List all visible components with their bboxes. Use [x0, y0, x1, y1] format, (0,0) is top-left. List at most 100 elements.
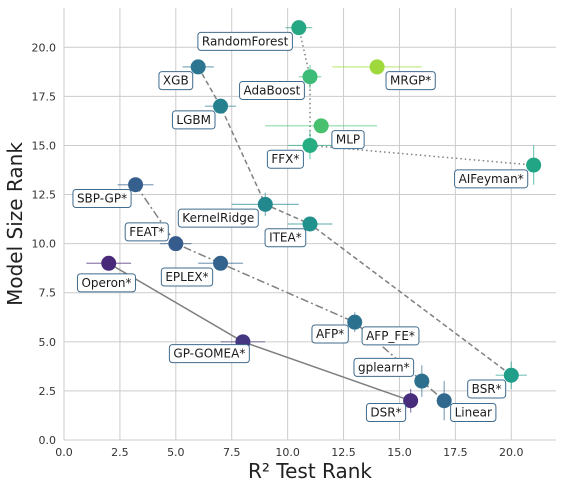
data-point — [213, 98, 229, 114]
point-label-text: SBP-GP* — [77, 191, 127, 205]
point-label-box — [311, 324, 349, 344]
data-point — [313, 118, 329, 134]
y-tick-label: 7.5 — [39, 287, 57, 300]
point-label-box — [331, 130, 365, 150]
data-point — [302, 137, 318, 153]
point-label-box — [76, 273, 137, 293]
point-label-box — [160, 267, 214, 287]
x-tick-label: 2.5 — [111, 446, 129, 459]
x-tick-label: 20.0 — [499, 446, 524, 459]
point-label-box — [239, 80, 305, 100]
point-label: DSR* — [365, 403, 407, 423]
data-point — [128, 177, 144, 193]
point-label-box — [197, 31, 293, 51]
point-label-text: gplearn* — [358, 360, 410, 374]
data-point — [302, 69, 318, 85]
y-tick-label: 0.0 — [39, 434, 57, 447]
data-point — [190, 59, 206, 75]
x-tick-label: 10.0 — [275, 446, 300, 459]
point-label: Linear — [450, 403, 497, 423]
point-label-text: GP-GOMEA* — [173, 347, 245, 361]
point-label-box — [124, 222, 169, 242]
data-point — [369, 59, 385, 75]
data-point — [213, 255, 229, 271]
point-label-box — [266, 149, 304, 169]
point-label-box — [454, 169, 529, 189]
point-label: FEAT* — [124, 222, 169, 242]
point-label-text: AFP* — [316, 327, 344, 341]
point-label: AFP_FE* — [361, 326, 420, 346]
y-tick-label: 15.0 — [32, 139, 57, 152]
point-label-box — [72, 188, 132, 208]
point-label-box — [353, 357, 415, 377]
y-tick-label: 12.5 — [32, 189, 57, 202]
data-point — [403, 393, 419, 409]
point-label: GP-GOMEA* — [168, 344, 250, 364]
y-tick-label: 20.0 — [32, 41, 57, 54]
point-label: SBP-GP* — [72, 188, 132, 208]
point-label: ITEA* — [264, 228, 307, 248]
data-point — [168, 236, 184, 252]
point-label: AdaBoost — [239, 80, 305, 100]
data-point — [257, 196, 273, 212]
point-label-box — [385, 71, 436, 91]
point-label-box — [264, 228, 307, 248]
point-label: AIFeyman* — [454, 169, 529, 189]
data-point — [101, 255, 117, 271]
data-point — [436, 393, 452, 409]
point-label-box — [171, 110, 216, 130]
data-point — [291, 20, 307, 36]
data-point — [302, 216, 318, 232]
x-tick-label: 0.0 — [55, 446, 73, 459]
y-tick-label: 17.5 — [32, 90, 57, 103]
y-tick-label: 5.0 — [39, 336, 57, 349]
point-label-box — [467, 379, 507, 399]
point-label-text: ITEA* — [269, 231, 302, 245]
data-point — [503, 367, 519, 383]
point-label: gplearn* — [353, 357, 415, 377]
point-label: KernelRidge — [177, 208, 259, 228]
point-label-text: KernelRidge — [182, 211, 254, 225]
point-label-text: XGB — [163, 74, 189, 88]
point-label-box — [177, 208, 259, 228]
point-label-box — [365, 403, 407, 423]
point-label-box — [450, 403, 497, 423]
x-tick-label: 5.0 — [167, 446, 185, 459]
point-label-text: AdaBoost — [244, 83, 301, 97]
frontier-line-dashdot — [134, 184, 445, 402]
point-label: MLP — [331, 130, 365, 150]
x-tick-label: 12.5 — [331, 446, 356, 459]
tick-labels: 0.0 2.5 5.0 7.5 10.0 12.5 15.0 17.5 20.0 0.0 2.5 5.… — [32, 41, 524, 459]
data-point — [526, 157, 542, 173]
data-point — [347, 314, 363, 330]
point-label-box — [168, 344, 250, 364]
point-label-text: BSR* — [472, 382, 502, 396]
point-label: FFX* — [266, 149, 304, 169]
y-tick-label: 2.5 — [39, 385, 57, 398]
data-point — [414, 373, 430, 389]
y-axis-title: Model Size Rank — [3, 142, 27, 306]
point-label-text: Operon* — [81, 276, 131, 290]
point-label-text: FFX* — [271, 152, 299, 166]
x-tick-label: 7.5 — [223, 446, 241, 459]
x-tick-label: 17.5 — [443, 446, 468, 459]
point-label: RandomForest — [197, 31, 293, 51]
point-label: LGBM — [171, 110, 216, 130]
point-labels: RandomForest XGB MRGP* AdaBoost LGBM MLP AIFey… — [72, 31, 529, 423]
point-label-text: DSR* — [370, 406, 401, 420]
point-label-text: RandomForest — [202, 34, 289, 48]
point-label-text: AIFeyman* — [459, 172, 524, 186]
point-label-box — [158, 71, 194, 91]
point-label: EPLEX* — [160, 267, 214, 287]
x-tick-label: 15.0 — [387, 446, 412, 459]
point-label-text: LGBM — [176, 113, 211, 127]
point-label-text: AFP_FE* — [366, 329, 415, 343]
point-label-text: EPLEX* — [165, 270, 208, 284]
point-label-box — [361, 326, 420, 346]
point-label: AFP* — [311, 324, 349, 344]
point-label-text: MRGP* — [390, 74, 431, 88]
x-axis-title: R² Test Rank — [248, 459, 372, 483]
point-label: MRGP* — [385, 71, 436, 91]
point-label: Operon* — [76, 273, 137, 293]
